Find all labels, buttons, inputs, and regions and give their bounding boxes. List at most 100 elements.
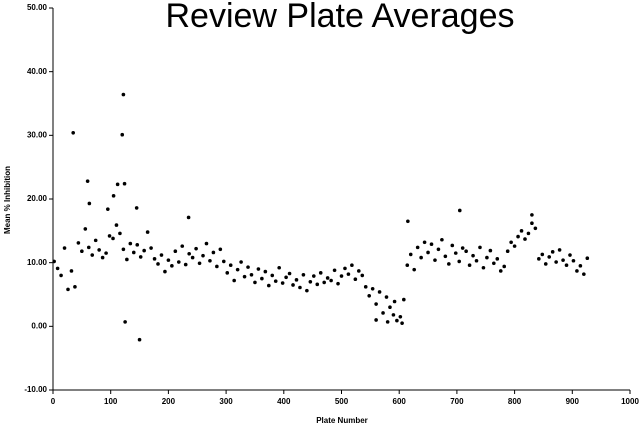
point <box>190 255 195 260</box>
point <box>71 130 75 135</box>
point <box>564 263 569 268</box>
point <box>123 320 127 324</box>
point <box>80 249 84 254</box>
point <box>90 253 95 257</box>
point <box>406 219 410 224</box>
x-tick-label: 800 <box>508 397 522 406</box>
point <box>137 337 142 342</box>
x-axis-title: Plate Number <box>316 416 368 425</box>
point <box>523 237 527 241</box>
point <box>457 208 462 213</box>
point <box>249 272 254 277</box>
point <box>384 295 389 299</box>
point <box>377 290 382 294</box>
point <box>294 278 299 282</box>
point <box>59 273 63 278</box>
point <box>194 246 198 251</box>
point <box>325 276 330 280</box>
point <box>305 288 309 293</box>
point <box>287 271 292 276</box>
point <box>582 272 586 276</box>
point <box>152 257 157 261</box>
point <box>568 253 572 257</box>
point <box>391 313 396 317</box>
point <box>104 251 108 255</box>
point <box>318 271 323 275</box>
point <box>481 265 486 270</box>
point <box>239 260 243 264</box>
point <box>512 244 517 248</box>
point <box>149 246 153 250</box>
point <box>204 241 209 246</box>
point <box>69 269 74 273</box>
point <box>339 274 344 278</box>
point <box>111 194 116 198</box>
point <box>519 229 524 233</box>
point <box>492 261 496 266</box>
point <box>114 223 119 227</box>
point <box>301 272 306 277</box>
point <box>422 240 427 245</box>
point <box>357 269 361 273</box>
point <box>183 262 188 267</box>
y-tick-label: 10.00 <box>27 258 48 267</box>
point <box>388 305 392 310</box>
point <box>298 285 302 290</box>
point <box>471 253 475 258</box>
point <box>360 273 365 278</box>
point <box>412 267 417 272</box>
point <box>111 236 115 241</box>
point <box>578 264 583 268</box>
point <box>121 92 126 97</box>
point <box>218 247 223 252</box>
x-tick-label: 900 <box>566 397 580 406</box>
x-tick-label: 700 <box>450 397 464 406</box>
point <box>392 299 397 304</box>
point <box>516 234 520 239</box>
point <box>134 206 139 210</box>
point <box>381 311 385 315</box>
point <box>97 248 101 252</box>
point <box>166 258 171 262</box>
point <box>485 255 489 260</box>
point <box>408 252 413 257</box>
point <box>464 249 468 254</box>
point <box>120 132 125 137</box>
x-tick-label: 400 <box>277 397 291 406</box>
point <box>474 258 479 263</box>
point <box>419 255 423 260</box>
point <box>526 231 531 236</box>
point <box>163 269 167 274</box>
point <box>201 253 205 258</box>
point <box>457 259 462 264</box>
point <box>83 227 88 231</box>
point <box>447 262 451 266</box>
chart-title: Review Plate Averages <box>165 0 514 35</box>
point <box>221 259 226 264</box>
point <box>433 258 437 262</box>
point <box>332 268 337 273</box>
point <box>312 274 316 278</box>
point <box>291 283 295 287</box>
point <box>170 264 174 268</box>
y-axis-title: Mean % Inhibition <box>3 166 12 234</box>
point <box>135 243 140 247</box>
point <box>505 249 510 254</box>
point <box>187 251 191 256</box>
point <box>186 215 191 220</box>
point <box>370 286 375 291</box>
y-tick-label: 20.00 <box>27 194 48 203</box>
x-tick-label: 0 <box>51 397 56 406</box>
point <box>460 246 465 250</box>
point <box>557 248 562 252</box>
y-tick-label: 50.00 <box>27 3 48 12</box>
point <box>350 263 354 268</box>
point <box>273 279 278 283</box>
point <box>453 251 458 255</box>
point <box>107 234 112 238</box>
point <box>502 264 507 269</box>
point <box>173 249 178 254</box>
point <box>498 269 503 273</box>
x-tick-label: 300 <box>219 397 233 406</box>
point <box>343 266 347 271</box>
